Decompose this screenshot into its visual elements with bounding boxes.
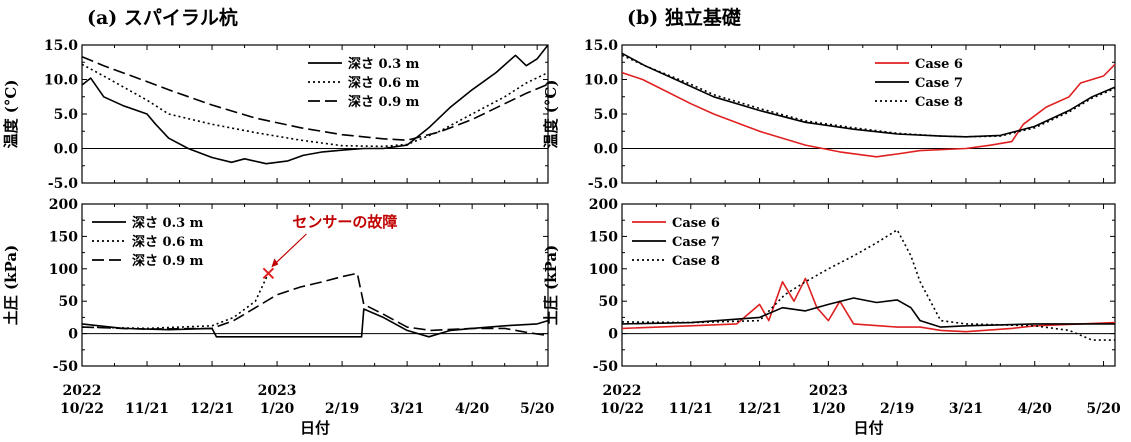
y-tick-label: 15.0 — [44, 38, 78, 54]
x-tick-label: 2/19 — [325, 401, 359, 417]
x-tick-label: 5/20 — [520, 401, 555, 417]
x-tick-label: 12/21 — [190, 401, 234, 417]
legend-label: 深さ 0.6 m — [132, 234, 204, 250]
plot-frame — [621, 44, 1116, 184]
legend-label: Case 8 — [915, 95, 963, 110]
series-line-2 — [621, 52, 1116, 138]
legend-label: Case 8 — [672, 254, 720, 269]
x-axis-label: 日付 — [853, 419, 883, 437]
y-tick-label: 10.0 — [44, 73, 78, 89]
y-tick-label: 100 — [49, 262, 78, 278]
x-tick-label: 5/20 — [1086, 401, 1121, 417]
x-tick-label: 10/22 — [600, 401, 644, 417]
x-year-label: 2022 — [603, 383, 642, 399]
y-tick-label: 100 — [589, 262, 618, 278]
series-line-1 — [81, 44, 549, 165]
annotation-arrowhead — [271, 258, 279, 268]
y-tick-label: 5.0 — [594, 107, 619, 123]
legend-label: 深さ 0.9 m — [132, 253, 204, 269]
x-tick-label: 4/20 — [1018, 401, 1053, 417]
series-line-3 — [81, 55, 549, 141]
panel-bottom-right: 200 150 100 50 0 -50 土圧 (kPa) Case 6 Case 7 Case … — [542, 197, 1121, 437]
x-axis-label: 日付 — [300, 419, 330, 437]
series-line-3 — [621, 229, 1115, 341]
x-tick-label: 3/21 — [949, 401, 983, 417]
series-line-3 — [81, 272, 549, 337]
legend-label: Case 6 — [672, 216, 720, 231]
failure-marker — [262, 267, 275, 280]
x-tick-label: 12/21 — [738, 401, 782, 417]
y-tick-label: 0 — [608, 327, 618, 343]
y-axis-label: 温度 (°C) — [2, 80, 20, 149]
y-tick-label: -5.0 — [48, 176, 78, 192]
panel-top-right: 15.0 10.0 5.0 0.0 -5.0 温度 (°C) (b) 独立基礎 Case 6 C… — [542, 6, 1116, 192]
legend-label: 深さ 0.9 m — [348, 94, 420, 110]
y-tick-label: 0.0 — [594, 142, 619, 158]
y-tick-label: 50 — [59, 294, 79, 310]
x-tick-label: 1/20 — [811, 401, 846, 417]
x-year-label: 2023 — [258, 383, 297, 399]
legend-label: 深さ 0.3 m — [348, 56, 420, 72]
x-year-label: 2023 — [809, 383, 848, 399]
plot-frame — [81, 44, 549, 184]
panel-bottom-left: 200 150 100 50 0 -50 土圧 (kPa) 深さ 0.3 m 深さ 0.6 m 深… — [2, 197, 555, 437]
panel-title: (a) スパイラル杭 — [87, 6, 238, 29]
annotation-text: センサーの故障 — [292, 213, 397, 231]
x-tick-label: 11/21 — [125, 401, 169, 417]
legend-label: Case 6 — [915, 57, 963, 72]
y-tick-label: 200 — [589, 197, 618, 213]
y-tick-label: -50 — [53, 359, 79, 375]
panel-title: (b) 独立基礎 — [627, 6, 741, 29]
y-tick-label: 0 — [68, 327, 78, 343]
x-tick-label: 3/21 — [390, 401, 424, 417]
x-tick-label: 2/19 — [880, 401, 914, 417]
y-tick-label: -50 — [593, 359, 619, 375]
y-tick-label: 0.0 — [54, 142, 79, 158]
series-line-1 — [621, 63, 1116, 158]
y-tick-label: 200 — [49, 197, 78, 213]
y-axis-label: 土圧 (kPa) — [2, 245, 20, 325]
y-tick-label: -5.0 — [588, 176, 618, 192]
x-year-label: 2022 — [63, 383, 102, 399]
series-line-2 — [81, 272, 270, 330]
series-line-1 — [81, 308, 549, 338]
legend-label: Case 7 — [672, 235, 720, 250]
x-tick-label: 1/20 — [260, 401, 295, 417]
x-tick-label: 11/21 — [669, 401, 713, 417]
series-line-3 — [621, 54, 1116, 138]
x-tick-label: 10/22 — [60, 401, 104, 417]
annotation-arrow — [272, 233, 307, 266]
y-tick-label: 15.0 — [584, 38, 618, 54]
y-axis-label: 温度 (°C) — [542, 80, 560, 149]
series-line-2 — [621, 297, 1115, 328]
legend-label: Case 7 — [915, 76, 963, 91]
y-tick-label: 150 — [49, 229, 78, 245]
series-line-1 — [621, 277, 1116, 333]
legend-label: 深さ 0.3 m — [132, 215, 204, 231]
y-axis-label: 土圧 (kPa) — [542, 245, 560, 325]
x-tick-label: 4/20 — [455, 401, 490, 417]
y-tick-label: 50 — [599, 294, 619, 310]
y-tick-label: 5.0 — [54, 107, 79, 123]
y-tick-label: 150 — [589, 229, 618, 245]
y-tick-label: 10.0 — [584, 73, 618, 89]
series-line-2 — [81, 63, 549, 148]
legend-label: 深さ 0.6 m — [348, 75, 420, 91]
